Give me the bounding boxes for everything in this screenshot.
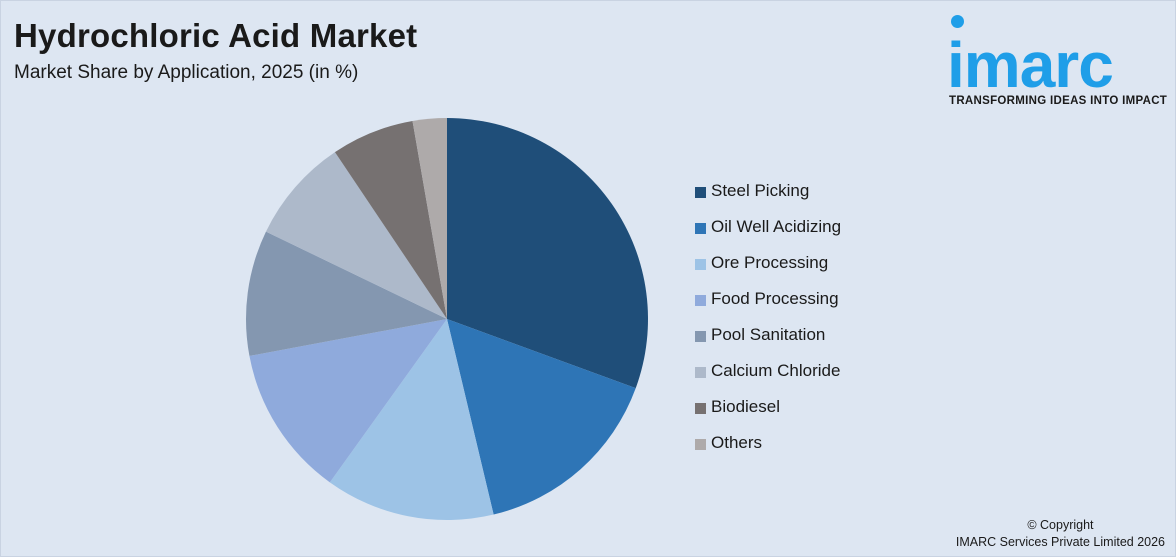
- legend-label: Ore Processing: [711, 253, 829, 272]
- copyright-line: © Copyright: [1027, 518, 1094, 532]
- pie-slice-biodiesel: [334, 120, 447, 319]
- legend-label: Food Processing: [711, 289, 839, 308]
- legend-swatch: [695, 367, 706, 378]
- logo-tagline: TRANSFORMING IDEAS INTO IMPACT: [949, 95, 1168, 107]
- legend-label: Calcium Chloride: [711, 361, 841, 380]
- legend-swatch: [695, 223, 706, 234]
- logo-dot-icon: [951, 15, 964, 28]
- legend-swatch: [695, 331, 706, 342]
- legend-swatch: [695, 187, 706, 198]
- pie-slice-steel-picking: [447, 118, 648, 389]
- chart-subtitle: Market Share by Application, 2025 (in %): [14, 62, 359, 83]
- pie-chart: [245, 118, 648, 520]
- legend-label: Others: [711, 433, 763, 452]
- pie-slice-ore-processing: [329, 319, 494, 520]
- pie-slice-others: [412, 118, 447, 319]
- pie-slice-oil-well-acidizing: [447, 319, 636, 515]
- chart-title: Hydrochloric Acid Market: [14, 17, 418, 54]
- legend-label: Biodiesel: [711, 397, 780, 416]
- legend-swatch: [695, 259, 706, 270]
- legend-swatch: [695, 403, 706, 414]
- legend-swatch: [695, 295, 706, 306]
- company-line: IMARC Services Private Limited 2026: [955, 535, 1165, 549]
- copyright-notice: © Copyright IMARC Services Private Limit…: [956, 517, 1165, 551]
- pie-slice-calcium-chloride: [265, 152, 447, 319]
- imarc-logo: imarc TRANSFORMING IDEAS INTO IMPACT: [941, 13, 1173, 113]
- legend-label: Oil Well Acidizing: [711, 217, 842, 236]
- legend-label: Pool Sanitation: [711, 325, 826, 344]
- legend-swatch: [695, 439, 706, 450]
- pie-slice-pool-sanitation: [245, 231, 447, 356]
- logo-wordmark: imarc: [947, 29, 1114, 101]
- pie-slice-food-processing: [249, 319, 447, 483]
- legend-label: Steel Picking: [711, 181, 810, 200]
